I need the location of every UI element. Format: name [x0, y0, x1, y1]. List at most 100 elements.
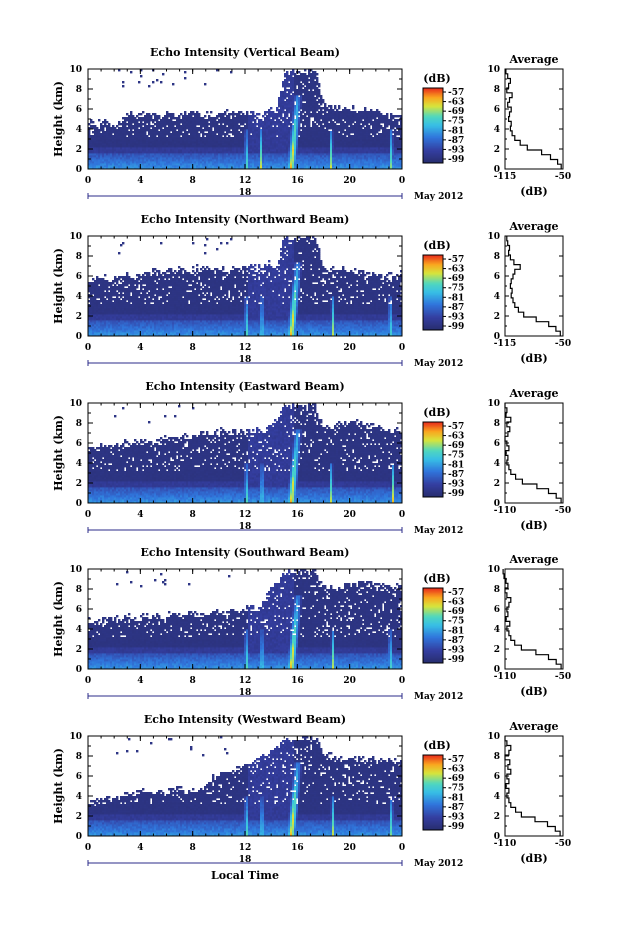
- heatmap-cell: [134, 137, 137, 140]
- heatmap-cell: [96, 159, 99, 162]
- heatmap-cell: [114, 151, 117, 154]
- heatmap-cell: [108, 155, 111, 158]
- heatmap-cell: [172, 157, 175, 160]
- heatmap-cell: [114, 141, 117, 144]
- heatmap-cell: [244, 161, 247, 164]
- heatmap-cell: [226, 145, 229, 148]
- heatmap-cell: [248, 153, 251, 156]
- heatmap-cell: [214, 153, 217, 156]
- heatmap-cell: [220, 143, 223, 146]
- heatmap-cell: [114, 139, 117, 142]
- heatmap-cell: [242, 151, 245, 154]
- heatmap-cell: [250, 111, 253, 114]
- heatmap-cell: [198, 167, 201, 170]
- heatmap-cell: [166, 141, 169, 144]
- heatmap-cell: [144, 121, 147, 124]
- heatmap-cell: [144, 119, 147, 122]
- heatmap-cell: [166, 161, 169, 164]
- heatmap-cell: [176, 143, 179, 146]
- heatmap-cell: [116, 147, 119, 150]
- heatmap-cell: [190, 137, 193, 140]
- heatmap-cell: [248, 129, 251, 132]
- heatmap-cell: [184, 151, 187, 154]
- heatmap-cell: [148, 159, 151, 162]
- heatmap-cell: [128, 161, 131, 164]
- heatmap-cell: [254, 151, 257, 154]
- heatmap-cell: [210, 149, 213, 152]
- heatmap-cell: [96, 167, 99, 170]
- heatmap-cell: [216, 131, 219, 134]
- heatmap-cell: [208, 143, 211, 146]
- heatmap-cell: [138, 145, 141, 148]
- heatmap-cell: [102, 163, 105, 166]
- heatmap-cell: [160, 153, 163, 156]
- heatmap-cell: [218, 143, 221, 146]
- heatmap-cell: [208, 151, 211, 154]
- heatmap-cell: [220, 145, 223, 148]
- heatmap-cell: [162, 143, 165, 146]
- heatmap-cell: [148, 125, 151, 128]
- heatmap-cell: [238, 139, 241, 142]
- heatmap-cell: [222, 157, 225, 160]
- heatmap-cell: [216, 157, 219, 160]
- heatmap-cell: [202, 129, 205, 132]
- heatmap-cell: [132, 115, 135, 118]
- heatmap-cell: [172, 117, 175, 120]
- heatmap-cell: [222, 117, 225, 120]
- heatmap-cell: [100, 139, 103, 142]
- heatmap-cell: [206, 157, 209, 160]
- heatmap-cell: [118, 143, 121, 146]
- heatmap-cell: [134, 159, 137, 162]
- heatmap-cell: [140, 165, 143, 168]
- heatmap-cell: [134, 163, 137, 166]
- heatmap-cell: [88, 153, 91, 156]
- heatmap-cell: [192, 153, 195, 156]
- heatmap-cell: [158, 131, 161, 134]
- heatmap-cell: [196, 149, 199, 152]
- heatmap-cell: [118, 135, 121, 138]
- heatmap-cell: [196, 155, 199, 158]
- heatmap-cell: [234, 147, 237, 150]
- date-day-label: 18: [239, 188, 252, 198]
- heatmap-cell: [104, 141, 107, 144]
- heatmap-cell: [132, 163, 135, 166]
- heatmap-cell: [170, 123, 173, 126]
- heatmap-cell: [146, 163, 149, 166]
- heatmap-cell: [242, 123, 245, 126]
- heatmap-cell: [184, 155, 187, 158]
- heatmap-cell: [164, 141, 167, 144]
- heatmap-cell: [178, 117, 181, 120]
- heatmap-cell: [196, 129, 199, 132]
- heatmap-cell: [224, 121, 227, 124]
- heatmap-cell: [196, 131, 199, 134]
- heatmap-cell: [120, 151, 123, 154]
- heatmap-cell: [228, 119, 231, 122]
- heatmap-cell: [128, 131, 131, 134]
- heatmap-cell: [222, 143, 225, 146]
- heatmap-cell: [176, 163, 179, 166]
- heatmap-cell: [170, 161, 173, 164]
- heatmap-cell: [192, 143, 195, 146]
- heatmap-cell: [206, 129, 209, 132]
- heatmap-cell: [228, 137, 231, 140]
- heatmap-cell: [184, 139, 187, 142]
- heatmap-cell: [250, 125, 253, 128]
- heatmap-cell: [152, 147, 155, 150]
- heatmap-cell: [194, 115, 197, 118]
- heatmap-cell: [142, 155, 145, 158]
- heatmap-cell: [252, 117, 255, 120]
- heatmap-cell: [106, 121, 109, 124]
- heatmap-cell: [142, 167, 145, 170]
- heatmap-cell: [232, 141, 235, 144]
- heatmap-cell: [228, 165, 231, 168]
- heatmap-cell: [224, 139, 227, 142]
- heatmap-cell: [244, 153, 247, 156]
- heatmap-cell: [256, 137, 259, 140]
- colorbar-tick-label: -81: [448, 126, 464, 136]
- heatmap-cell: [222, 127, 225, 130]
- heatmap-cell: [154, 139, 157, 142]
- heatmap-cell: [100, 125, 103, 128]
- heatmap-cell: [130, 123, 133, 126]
- heatmap-cell: [152, 137, 155, 140]
- heatmap-cell: [202, 165, 205, 168]
